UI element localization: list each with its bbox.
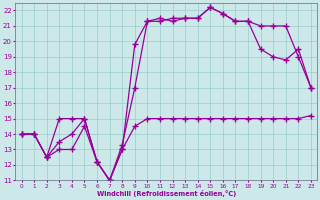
X-axis label: Windchill (Refroidissement éolien,°C): Windchill (Refroidissement éolien,°C) xyxy=(97,190,236,197)
